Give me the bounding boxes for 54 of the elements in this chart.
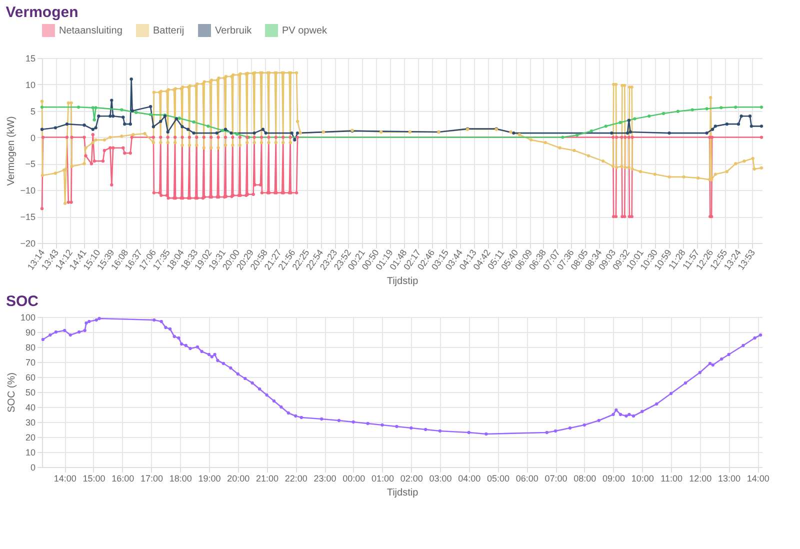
- x-tick-label: 19:00: [198, 474, 221, 484]
- y-tick-label: 70: [25, 358, 36, 368]
- x-tick-label: 09:00: [602, 474, 626, 484]
- chart-title: Vermogen: [6, 4, 78, 21]
- x-tick-label: 22:00: [284, 474, 308, 484]
- chart-title: SOC: [6, 293, 39, 310]
- legend-label: Batterij: [153, 26, 184, 37]
- y-tick-label: 90: [25, 328, 36, 338]
- y-tick-label: 0: [30, 462, 36, 472]
- x-tick-label: 04:00: [458, 474, 481, 484]
- y-tick-label: −5: [25, 159, 36, 170]
- y-tick-label: 15: [25, 54, 36, 64]
- x-tick-label: 14:00: [54, 474, 76, 484]
- y-tick-label: −20: [20, 238, 36, 248]
- x-tick-label: 15:00: [82, 474, 106, 484]
- x-tick-label: 12:00: [689, 474, 712, 484]
- x-tick-label: 07:00: [544, 474, 568, 484]
- y-tick-label: 100: [20, 312, 36, 322]
- y-tick-label: −15: [20, 212, 36, 222]
- y-tick-label: 10: [25, 448, 36, 458]
- x-tick-label: 18:00: [169, 474, 192, 484]
- x-tick-label: 20:00: [227, 474, 250, 484]
- x-tick-label: 08:00: [574, 474, 596, 484]
- legend-label: PV opwek: [282, 26, 328, 37]
- x-axis-title: Tijdstip: [386, 276, 419, 287]
- x-tick-label: 06:00: [516, 474, 538, 484]
- x-tick-label: 03:00: [429, 474, 452, 484]
- y-tick-label: 80: [25, 342, 36, 352]
- x-tick-label: 11:00: [660, 474, 682, 484]
- legend-label: Netaansluiting: [59, 26, 122, 37]
- x-tick-label: 10:00: [631, 474, 654, 484]
- y-tick-label: 10: [25, 80, 36, 90]
- x-tick-label: 14:00: [746, 474, 770, 484]
- x-tick-label: 01:00: [372, 474, 394, 484]
- y-tick-label: 30: [25, 418, 36, 428]
- x-tick-label: 17:00: [140, 474, 164, 484]
- y-tick-label: −10: [20, 186, 36, 196]
- y-tick-label: 50: [25, 388, 36, 398]
- y-tick-label: 60: [25, 372, 36, 382]
- x-tick-label: 02:00: [400, 474, 423, 484]
- y-axis-title: Vermogen (kW): [6, 116, 18, 186]
- y-tick-label: 40: [25, 402, 36, 412]
- x-tick-label: 23:00: [314, 474, 336, 484]
- y-tick-label: 0: [30, 132, 36, 143]
- y-tick-label: 20: [25, 432, 36, 442]
- y-tick-label: 5: [30, 106, 36, 116]
- legend-label: Verbruik: [215, 26, 253, 37]
- x-tick-label: 00:00: [342, 474, 366, 484]
- y-axis-title: SOC (%): [6, 372, 18, 412]
- x-tick-label: 13:00: [718, 474, 741, 484]
- x-axis-title: Tijdstip: [386, 488, 419, 498]
- x-tick-label: 21:00: [256, 474, 279, 484]
- x-tick-label: 05:00: [487, 474, 510, 484]
- x-tick-label: 16:00: [112, 474, 134, 484]
